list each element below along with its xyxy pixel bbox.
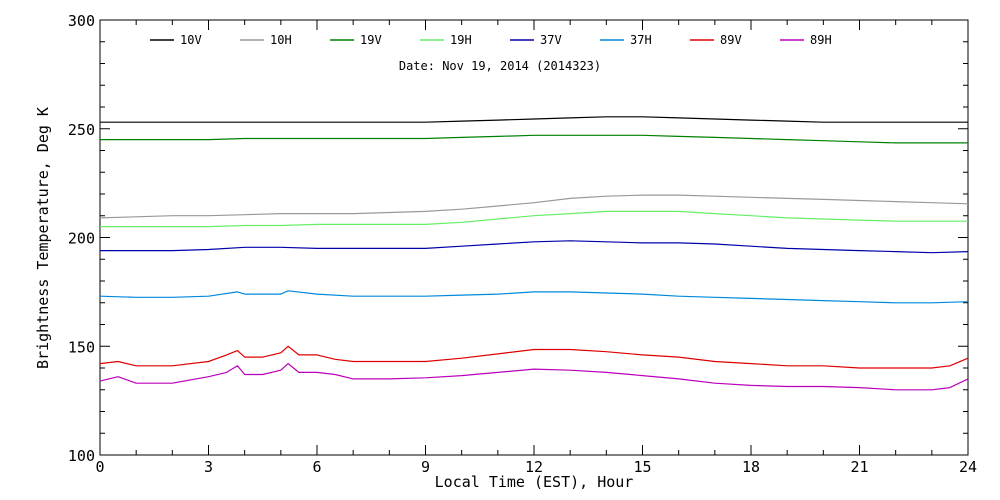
series-line-89v <box>99 345 969 369</box>
legend-label: 10V <box>180 33 202 47</box>
x-tick-label: 3 <box>204 458 213 476</box>
series-line-19v <box>100 134 968 144</box>
series-line-89h <box>99 363 969 391</box>
x-tick-label: 24 <box>959 458 977 476</box>
y-tick-label: 100 <box>68 447 95 465</box>
series-line-10v <box>100 116 968 123</box>
series-line-37v <box>100 240 969 254</box>
ticks-layer: 0 3 6 9 12 15 18 21 24 100 150 200 250 300 <box>68 12 977 476</box>
legend-label: 19H <box>450 33 472 47</box>
legend-label: 37V <box>540 33 562 47</box>
y-tick-label: 250 <box>68 121 95 139</box>
series-line-19h <box>100 210 968 228</box>
x-tick-label: 12 <box>525 458 543 476</box>
chart-title: Date: Nov 19, 2014 (2014323) <box>399 59 601 73</box>
x-tick-label: 21 <box>850 458 868 476</box>
series-layer <box>99 116 969 391</box>
x-tick-label: 6 <box>312 458 321 476</box>
series-line-10h <box>99 194 969 219</box>
x-tick-label: 9 <box>421 458 430 476</box>
x-tick-label: 15 <box>633 458 651 476</box>
legend-label: 89H <box>810 33 832 47</box>
legend: 10V 10H 19V 19H 37V 37H 89V 89H <box>150 33 832 47</box>
y-tick-label: 150 <box>68 338 95 356</box>
plot-frame <box>99 19 969 456</box>
legend-label: 10H <box>270 33 292 47</box>
y-tick-label: 200 <box>68 230 95 248</box>
x-tick-label: 18 <box>742 458 760 476</box>
legend-label: 19V <box>360 33 382 47</box>
y-axis-label: Brightness Temperature, Deg K <box>34 107 52 369</box>
series-line-37h <box>99 290 969 304</box>
legend-label: 89V <box>720 33 742 47</box>
x-axis-label: Local Time (EST), Hour <box>435 473 634 491</box>
x-tick-label: 0 <box>95 458 104 476</box>
y-tick-label: 300 <box>68 12 95 30</box>
legend-label: 37H <box>630 33 652 47</box>
